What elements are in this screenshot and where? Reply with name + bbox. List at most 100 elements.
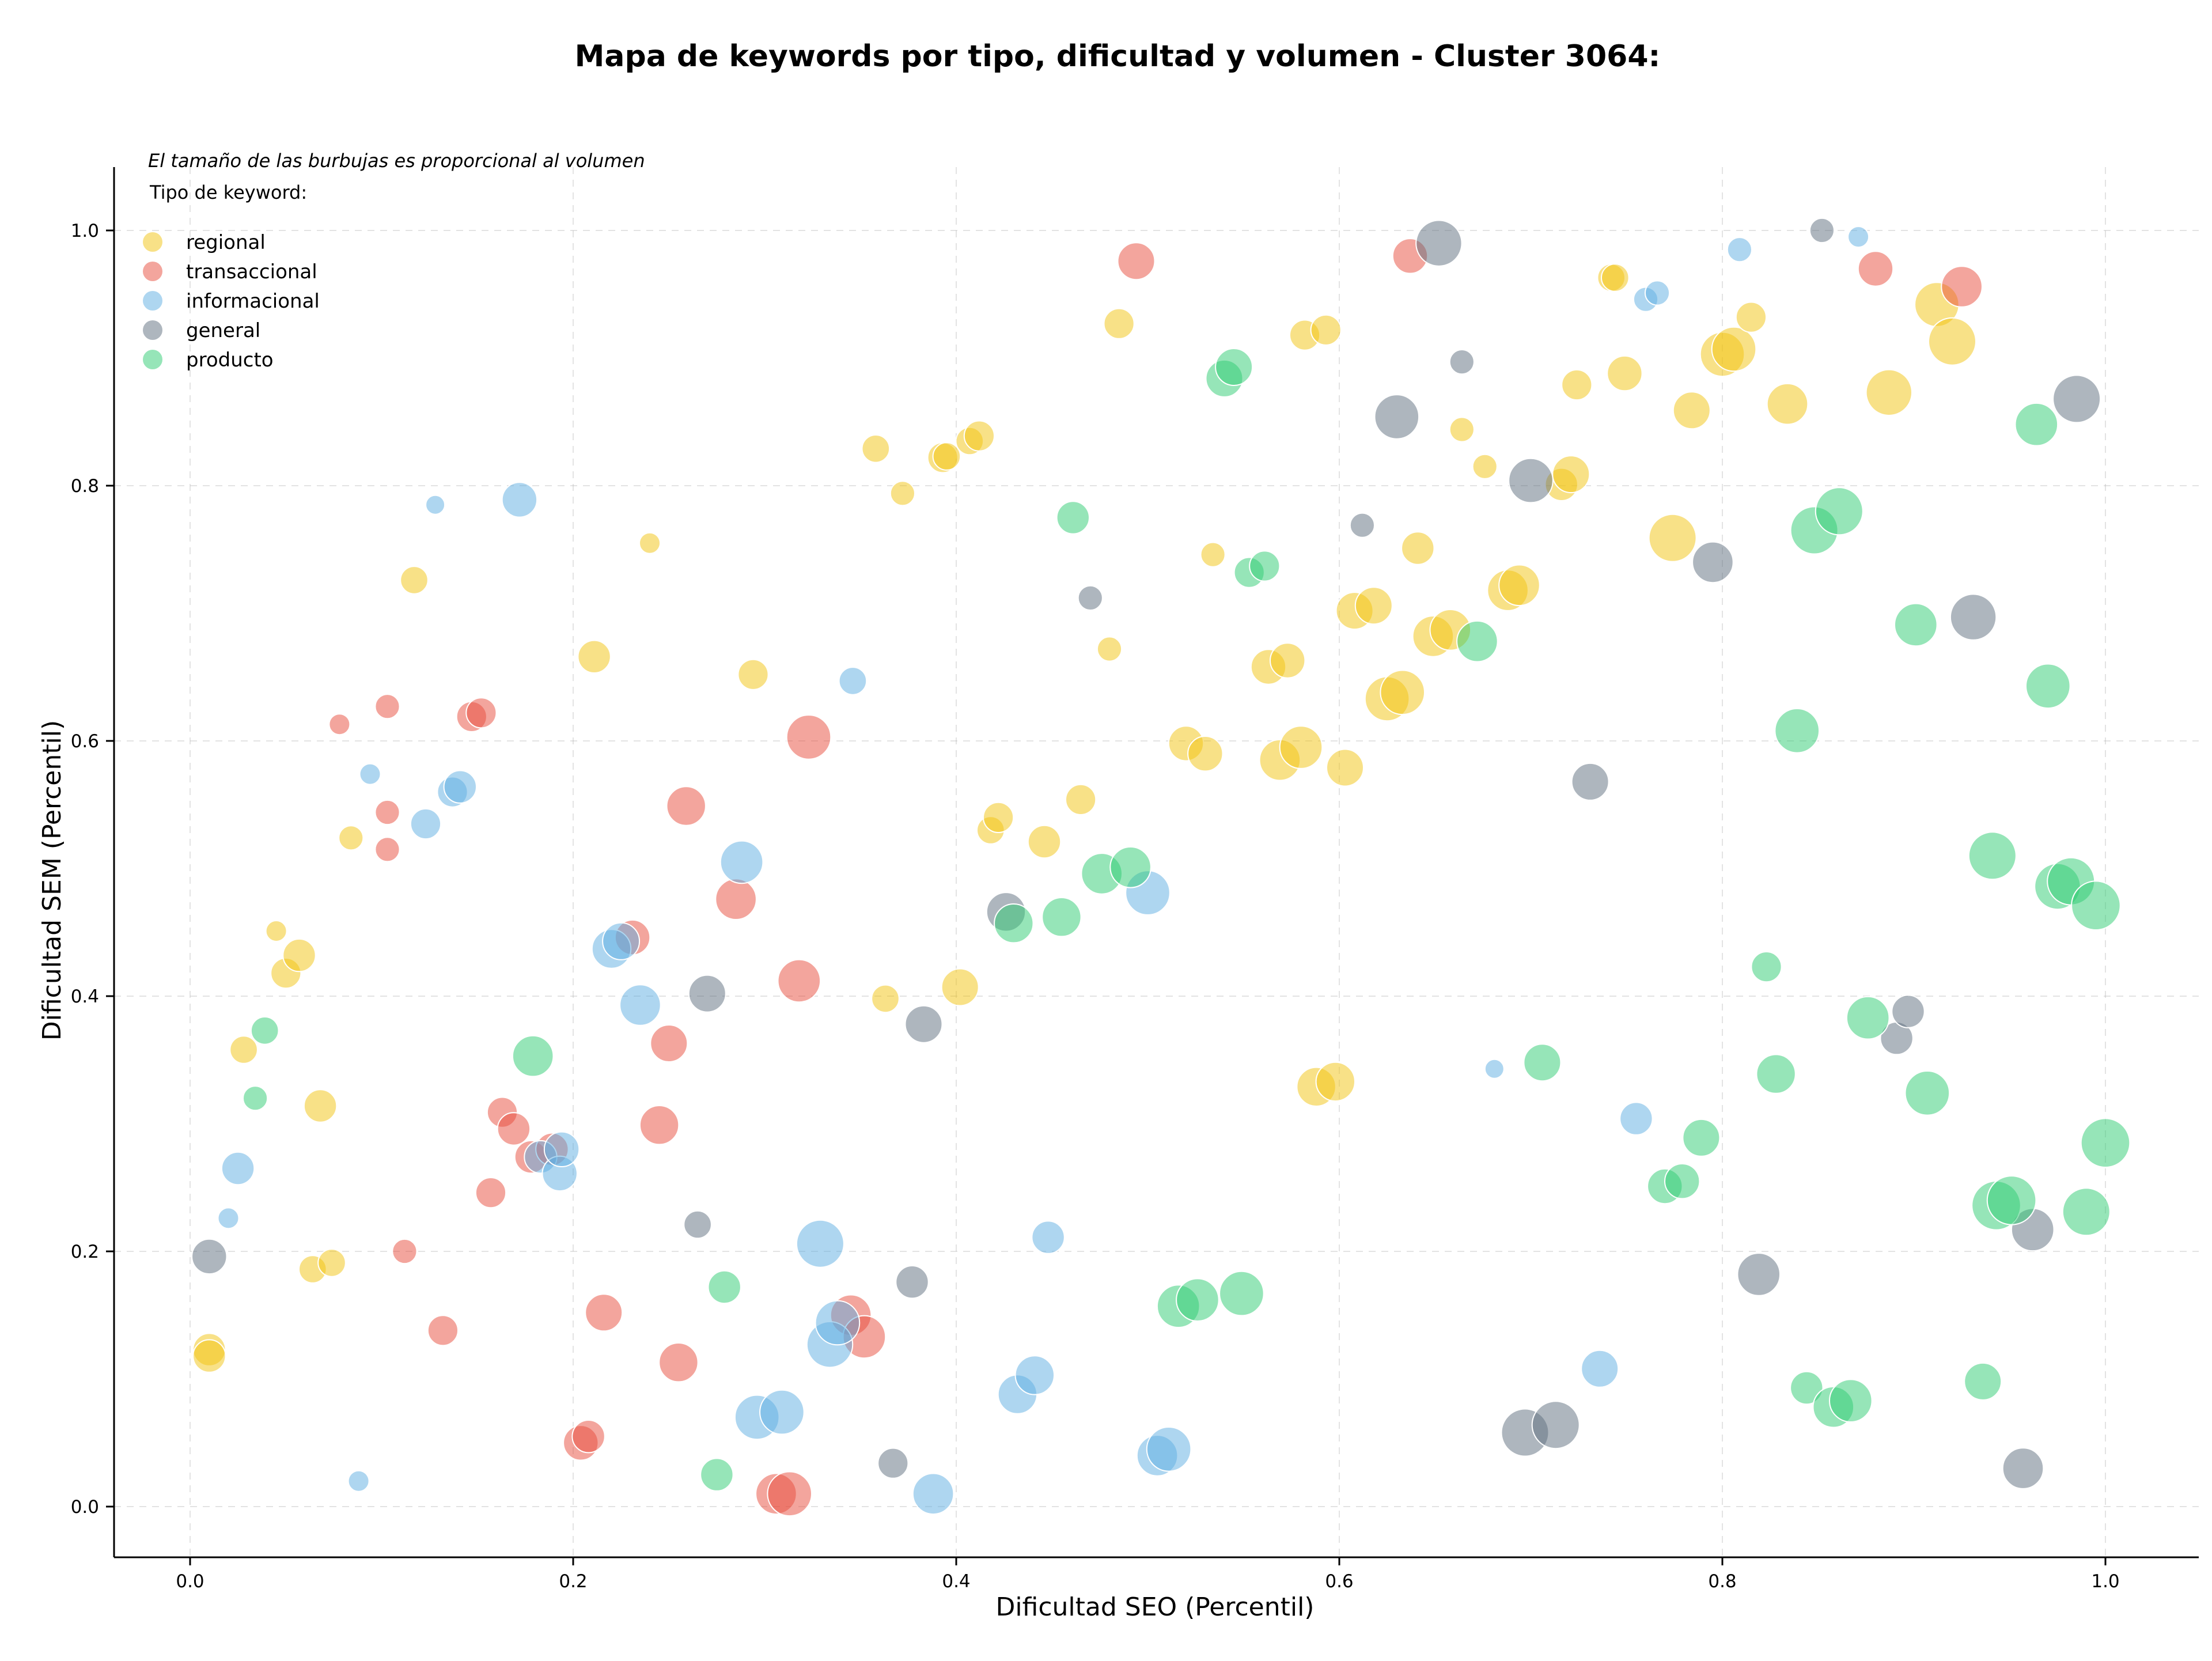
bubble-informacional <box>759 1389 805 1435</box>
bubble-regional <box>1315 1061 1356 1102</box>
bubble-producto <box>1829 1379 1873 1422</box>
bubble-producto <box>1986 1175 2037 1225</box>
bubble-transaccional <box>427 1315 459 1346</box>
bubble-transaccional <box>497 1112 531 1146</box>
bubble-informacional <box>1619 1102 1653 1136</box>
bubble-regional <box>1326 748 1364 787</box>
y-tick-label: 0.2 <box>71 1242 99 1262</box>
y-tick-label: 0.6 <box>71 731 99 752</box>
bubble-producto <box>1249 550 1281 582</box>
bubble-producto <box>2014 402 2059 447</box>
bubble-general <box>1809 217 1835 244</box>
bubble-regional <box>265 920 287 942</box>
x-axis-label: Dificultad SEO (Percentil) <box>996 1592 1315 1622</box>
bubble-regional <box>1735 301 1767 333</box>
bubble-transaccional <box>1857 251 1894 287</box>
legend: regional transaccional informacional genera… <box>143 231 320 372</box>
bubble-general <box>2052 374 2101 423</box>
bubble-general <box>895 1265 929 1299</box>
x-tick-label: 1.0 <box>2091 1571 2119 1592</box>
bubble-regional <box>1354 587 1393 625</box>
bubble-transaccional <box>585 1293 623 1332</box>
bubble-general <box>1737 1253 1781 1296</box>
legend-marker-general <box>143 320 162 340</box>
bubble-general <box>1415 220 1463 267</box>
bubble-general <box>1949 593 1997 641</box>
bubble-informacional <box>347 1470 370 1492</box>
bubble-producto <box>1964 1362 2002 1401</box>
bubble-regional <box>338 825 364 851</box>
bubble-transaccional <box>374 837 400 862</box>
bubble-producto <box>1109 846 1152 888</box>
bubble-producto <box>1523 1043 1562 1082</box>
bubble-informacional <box>543 1131 580 1168</box>
bubble-regional <box>639 532 661 554</box>
bubble-informacional <box>1644 280 1671 306</box>
bubble-general <box>1692 541 1734 584</box>
bubble-general <box>1374 394 1420 440</box>
bubble-regional <box>192 1339 226 1373</box>
bubble-informacional <box>221 1151 255 1186</box>
bubble-regional <box>1027 824 1062 859</box>
bubble-size-note: El tamaño de las burbujas es proporciona… <box>148 150 645 172</box>
bubble-transaccional <box>666 786 706 826</box>
bubble-regional <box>400 566 429 595</box>
bubble-transaccional <box>374 799 400 826</box>
chart-title: Mapa de keywords por tipo, dificultad y … <box>575 39 1661 74</box>
bubble-informacional <box>443 770 477 804</box>
bubble-informacional <box>1847 226 1870 248</box>
axes: 0.0 0.0 0.2 0.2 0.4 0.4 0.6 0.6 0.8 0.8 1.0 1.0 <box>71 167 2199 1592</box>
bubble-informacional <box>425 494 446 515</box>
bubble-regional <box>1865 369 1913 416</box>
bubble-producto <box>1815 487 1863 536</box>
bubble-regional <box>229 1035 258 1064</box>
bubble-producto <box>707 1270 741 1304</box>
bubble-producto <box>1774 708 1820 754</box>
bubble-producto <box>2080 1118 2131 1168</box>
bubble-producto <box>2071 880 2121 930</box>
bubble-transaccional <box>374 694 400 720</box>
bubble-general <box>904 1005 943 1043</box>
bubble-general <box>191 1238 228 1275</box>
bubble-general <box>1449 349 1475 375</box>
bubble-informacional <box>1581 1349 1619 1388</box>
bubble-regional <box>963 420 995 452</box>
bubble-transaccional <box>1117 242 1156 281</box>
y-tick-label: 0.8 <box>71 476 99 497</box>
bubble-transaccional <box>571 1420 605 1454</box>
bubble-regional <box>1200 542 1226 567</box>
bubble-general <box>1508 457 1554 504</box>
bubble-regional <box>303 1089 338 1123</box>
bubble-regional <box>1472 453 1498 479</box>
bubble-informacional <box>719 840 764 884</box>
bubble-regional <box>1498 564 1540 607</box>
x-tick-label: 0.6 <box>1325 1571 1353 1592</box>
bubble-regional <box>1766 383 1809 425</box>
bubble-regional <box>1279 725 1323 769</box>
x-tick-label: 0.2 <box>559 1571 587 1592</box>
bubble-regional <box>1380 669 1425 716</box>
bubble-informacional <box>912 1473 955 1515</box>
bubble-informacional <box>501 482 538 518</box>
bubble-producto <box>1176 1278 1219 1322</box>
x-tick-label: 0.4 <box>942 1571 970 1592</box>
bubble-producto <box>1041 897 1082 937</box>
bubble-transaccional <box>786 714 832 760</box>
bubble-producto <box>1682 1118 1721 1157</box>
bubble-regional <box>1711 326 1757 372</box>
bubble-producto <box>250 1016 279 1045</box>
bubble-general <box>1531 1401 1580 1450</box>
y-tick-label: 0.4 <box>71 986 99 1007</box>
bubble-informacional <box>359 763 381 785</box>
bubble-regional <box>941 968 979 1007</box>
bubble-general <box>877 1447 909 1479</box>
bubble-producto <box>994 903 1034 944</box>
bubble-producto <box>2025 663 2071 709</box>
bubble-informacional <box>217 1207 240 1229</box>
bubble-producto <box>1215 348 1253 386</box>
legend-marker-transaccional <box>143 262 162 281</box>
bubble-producto <box>1894 603 1938 647</box>
bubble-general <box>1077 585 1103 611</box>
bubble-regional <box>1607 355 1643 392</box>
